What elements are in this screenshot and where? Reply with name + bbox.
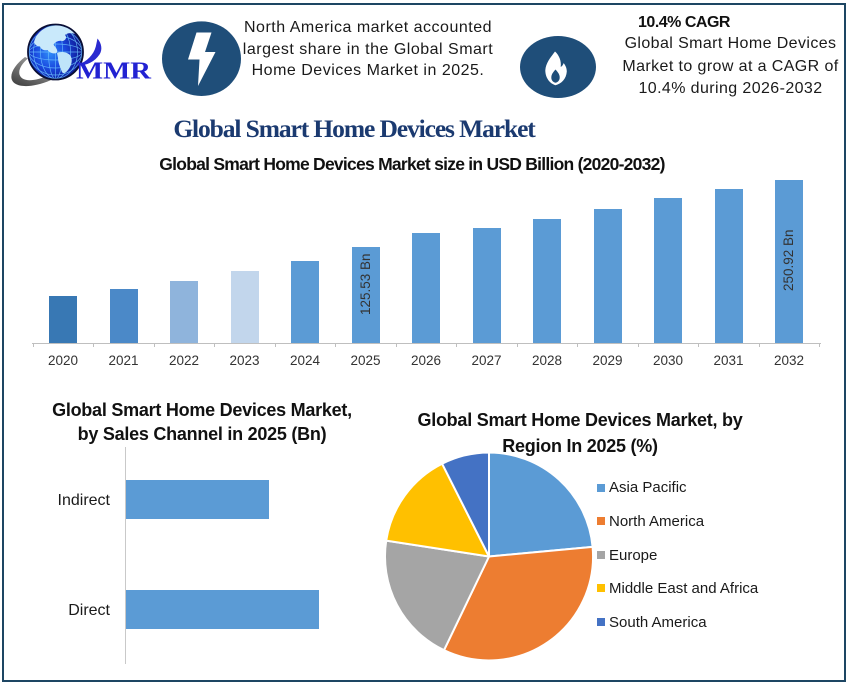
svg-text:MMR: MMR <box>76 59 152 85</box>
